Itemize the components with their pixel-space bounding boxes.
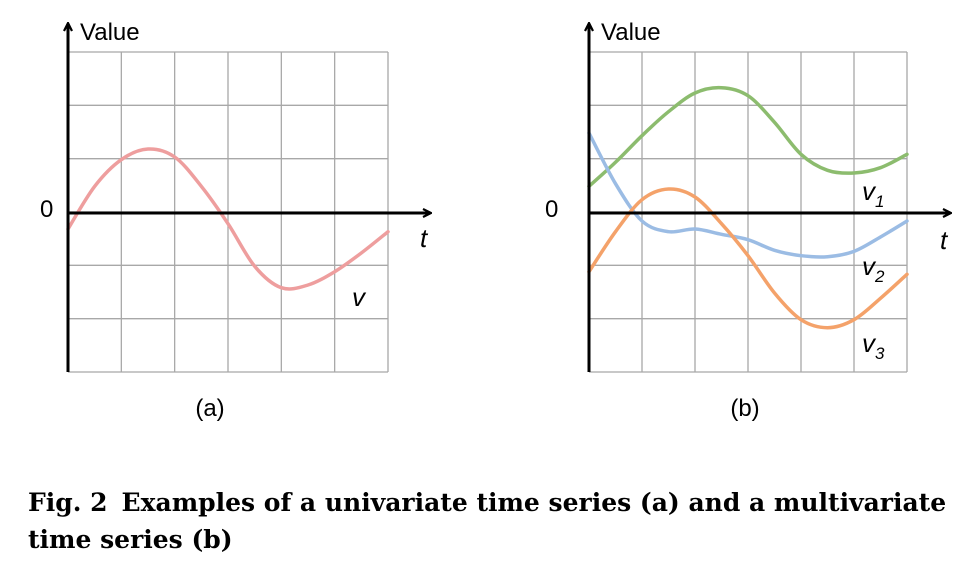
- series-label-v1: v1: [862, 176, 884, 211]
- caption-label: Fig. 2: [28, 488, 108, 517]
- figure: Value 0 t v (a) Value 0 t v1 v2 v3 (b): [0, 0, 977, 470]
- panel-b: Value 0 t v1 v2 v3 (b): [545, 19, 950, 422]
- series-label-v2: v2: [862, 251, 885, 286]
- zero-tick-label: 0: [545, 196, 558, 223]
- x-axis-label: t: [940, 225, 949, 255]
- panel-label-b: (b): [730, 395, 759, 422]
- panel-a: Value 0 t v (a): [40, 19, 430, 422]
- x-axis-label: t: [420, 223, 429, 253]
- series-label-v3-sub: 3: [875, 344, 885, 363]
- series-label-v3: v3: [862, 328, 885, 363]
- figure-caption: Fig. 2 Examples of a univariate time seri…: [28, 484, 968, 558]
- y-axis-label: Value: [80, 19, 140, 46]
- zero-tick-label: 0: [40, 196, 53, 223]
- series-label-v1-sub: 1: [875, 192, 884, 211]
- series-label-v: v: [352, 282, 367, 312]
- y-axis-label: Value: [601, 19, 661, 46]
- panel-label-a: (a): [195, 395, 224, 422]
- caption-text: Examples of a univariate time series (a)…: [28, 488, 946, 554]
- series-label-v2-sub: 2: [874, 267, 885, 286]
